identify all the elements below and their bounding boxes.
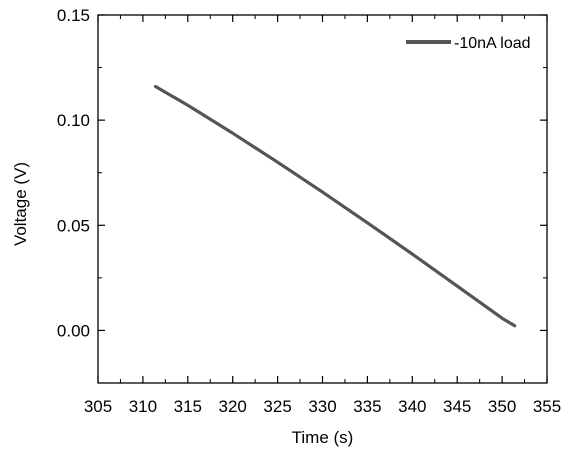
x-tick-label: 310 [129, 397, 157, 416]
ticks-layer [97, 14, 548, 383]
series-line [153, 84, 517, 328]
x-tick-label: 305 [84, 397, 112, 416]
x-tick-label: 320 [219, 397, 247, 416]
x-tick-label: 315 [174, 397, 202, 416]
legend: -10nA load [406, 35, 531, 52]
series-layer [153, 84, 517, 328]
y-tick-label: 0.00 [57, 321, 90, 340]
x-tick-label: 330 [308, 397, 336, 416]
x-axis-title: Time (s) [292, 428, 354, 447]
x-tick-label: 355 [533, 397, 561, 416]
y-axis-title: Voltage (V) [11, 162, 30, 246]
y-tick-label: 0.15 [57, 6, 90, 25]
x-tick-label: 335 [353, 397, 381, 416]
legend-label: -10nA load [454, 35, 531, 52]
x-tick-label: 350 [488, 397, 516, 416]
labels-layer: 305 310 315 320 325 330 335 340 345 350 355 0.00 0.0… [57, 6, 561, 416]
x-tick-label: 345 [443, 397, 471, 416]
x-tick-label: 340 [398, 397, 426, 416]
x-tick-label: 325 [263, 397, 291, 416]
y-tick-label: 0.05 [57, 216, 90, 235]
y-tick-label: 0.10 [57, 111, 90, 130]
plot-frame [97, 14, 548, 384]
